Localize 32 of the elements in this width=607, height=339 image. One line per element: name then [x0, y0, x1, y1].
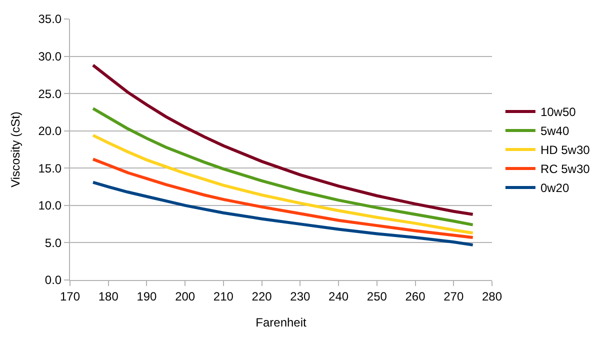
- x-tick-label: 200: [175, 289, 196, 304]
- x-tick-label: 220: [252, 289, 272, 304]
- y-tick-label: 25.0: [38, 86, 62, 101]
- x-tick-label: 270: [444, 289, 464, 304]
- legend-label: RC 5w30: [540, 162, 590, 176]
- y-axis-title: Viscosity (cSt): [8, 112, 23, 188]
- legend-label: 5w40: [540, 124, 570, 138]
- legend-label: HD 5w30: [540, 143, 590, 158]
- x-tick-label: 240: [328, 289, 349, 304]
- line-series: [92, 134, 474, 235]
- line-series: [92, 158, 474, 239]
- x-axis-title: Farenheit: [256, 315, 308, 330]
- x-tick-label: 190: [136, 289, 158, 304]
- x-tick-label: 280: [482, 289, 502, 304]
- y-tick-label: 20.0: [38, 124, 62, 138]
- x-tick-label: 170: [60, 289, 80, 304]
- y-tick-label: 35.0: [38, 12, 62, 26]
- y-tick-label: 10.0: [38, 198, 62, 213]
- x-tick-label: 260: [405, 289, 426, 304]
- x-tick-label: 250: [366, 289, 388, 304]
- y-tick-label: 30.0: [38, 49, 62, 64]
- line-series: [92, 180, 474, 246]
- x-tick-label: 230: [290, 289, 311, 304]
- legend-label: 10w50: [540, 105, 576, 120]
- line-series: [92, 106, 474, 226]
- line-series: [92, 64, 474, 216]
- y-tick-label: 5.0: [44, 236, 62, 250]
- legend-label: 0w20: [540, 181, 570, 196]
- x-tick-label: 180: [98, 289, 119, 304]
- y-tick-label: 0.0: [44, 273, 62, 288]
- y-tick-label: 15.0: [38, 161, 62, 176]
- x-tick-label: 210: [213, 289, 234, 304]
